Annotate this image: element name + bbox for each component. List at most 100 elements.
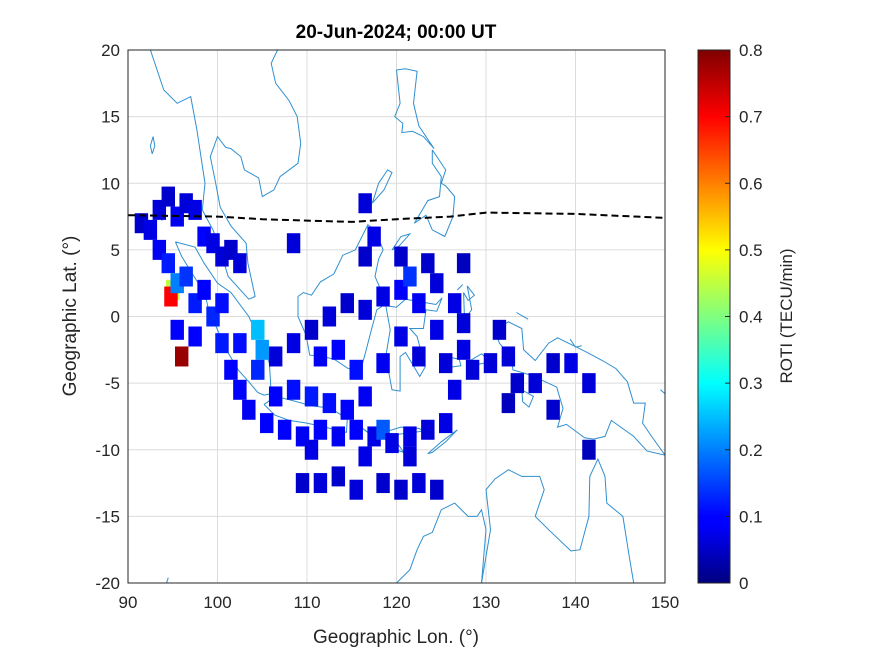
x-tick-label: 140 [561,593,589,612]
roti-cell [197,279,211,300]
colorbar-ticks: 0.8 0.7 0.6 0.5 0.4 0.3 0.2 0.1 0 [725,41,763,593]
roti-cell [179,266,193,287]
roti-cell [403,426,417,447]
roti-cell [456,313,471,334]
coastline-path [396,502,487,583]
chart-title: 20-Jun-2024; 00:00 UT [296,22,497,43]
roti-cell [268,346,283,367]
roti-cell [501,346,516,367]
coastline-path [371,169,393,204]
roti-cell [322,306,337,327]
x-tick-label: 110 [293,593,320,612]
roti-cell [582,439,596,460]
colorbar-tick-label: 0.4 [739,308,763,327]
roti-cell [251,319,265,340]
roti-cell [439,413,453,434]
roti-cell [340,293,354,314]
coastline-path [166,577,169,583]
plot-frame [127,49,666,584]
roti-cell [286,233,301,254]
coastline-path [521,389,535,408]
roti-cell [483,353,498,374]
roti-cell [465,359,480,380]
roti-cell [286,379,301,400]
y-tick-label: -15 [95,507,120,526]
coastline-path [494,321,665,456]
roti-cell [412,473,426,494]
y-tick-label: 20 [101,41,120,60]
roti-cell [412,346,426,367]
roti-cells [134,186,596,500]
roti-cell [403,266,417,287]
roti-cell [447,379,462,400]
roti-cell [313,473,328,494]
roti-cell [170,319,184,340]
roti-cell [358,193,372,214]
roti-cell [349,479,363,500]
y-tick-label: 10 [101,174,120,193]
roti-cell [367,226,381,247]
roti-cell [394,479,408,500]
roti-cell [376,473,390,494]
roti-cell [233,253,247,274]
roti-cell [331,339,346,360]
roti-cell [295,473,310,494]
roti-cell [394,246,408,267]
roti-cell [349,419,363,440]
roti-cell [340,399,354,420]
roti-cell [277,419,292,440]
roti-cell [430,319,444,340]
coastline-path [149,50,302,300]
y-tick-label: 0 [111,308,120,327]
coastline-path [516,312,529,320]
y-tick-label: -10 [95,441,120,460]
roti-cell [331,426,346,447]
y-axis-label: Geographic Lat. (°) [60,236,81,397]
colorbar-tick-label: 0.7 [739,108,763,127]
roti-cell [331,466,346,487]
roti-cell [286,333,301,354]
roti-cell [385,433,399,454]
roti-cell [255,339,269,360]
roti-cell [304,439,319,460]
roti-cell [242,399,256,420]
roti-cell [215,333,229,354]
roti-cell [188,326,202,347]
roti-cell [582,373,596,394]
coastline-path [149,136,156,155]
roti-cell [394,326,408,347]
colorbar-tick-label: 0.1 [739,507,763,526]
coastline-path [457,284,464,291]
y-tick-label: -5 [105,374,120,393]
colorbar-tick-label: 0.8 [739,41,763,60]
roti-cell [161,253,175,274]
roti-cell [421,419,435,440]
coastline-path [660,389,665,397]
roti-cell [510,373,525,394]
y-tick-label: -20 [95,574,120,593]
x-tick-label: 150 [651,593,679,612]
coastline-path [385,297,443,392]
roti-cell [564,353,578,374]
roti-cell [358,246,372,267]
colorbar-tick-label: 0 [739,574,748,593]
y-tick-label: 15 [101,108,120,127]
roti-cell [215,293,229,314]
coastline-path [394,68,435,149]
roti-cell [143,219,158,240]
coastline-path [481,457,635,583]
x-axis-label: Geographic Lon. (°) [313,627,479,648]
coastline-path [569,338,582,348]
roti-cell [403,446,417,467]
roti-cell [501,393,516,414]
roti-cell [174,346,189,367]
roti-cell [322,393,337,414]
roti-cell [349,359,363,380]
roti-cell [376,353,390,374]
roti-cell [439,353,453,374]
roti-cell [421,253,435,274]
magnetic-equator-line [128,211,665,223]
y-tick-label: 5 [111,241,120,260]
roti-cell [260,413,274,434]
